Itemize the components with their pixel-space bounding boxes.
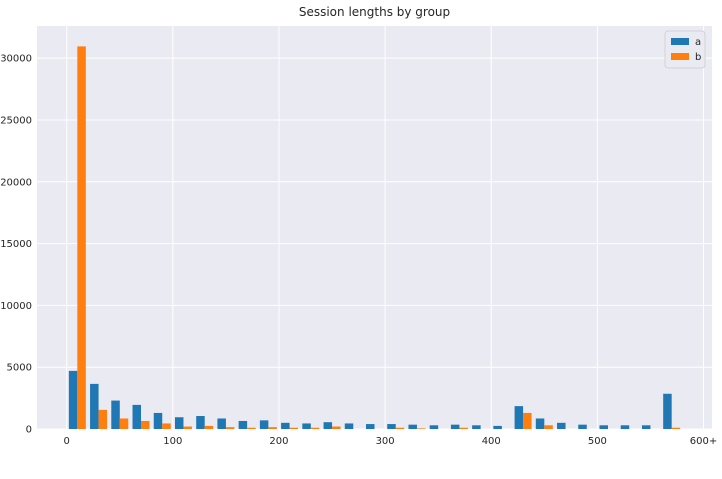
bar-b-180: [268, 427, 277, 429]
y-tick-labels: 0 5000 10000 15000 20000 25000 30000: [0, 54, 32, 436]
bar-a-180: [259, 420, 269, 429]
bar-a-300: [387, 424, 396, 429]
bar-a-240: [323, 422, 333, 429]
bar-b-440: [544, 425, 553, 429]
bar-a-100: [174, 417, 184, 429]
chart-title: Session lengths by group: [299, 5, 450, 19]
bar-a-60: [132, 404, 142, 429]
bar-a-80: [153, 412, 163, 429]
bar-b-160: [247, 427, 256, 429]
grid-lines: [37, 26, 712, 430]
bar-a-340: [429, 425, 439, 429]
x-tick-label: 600+: [690, 436, 717, 447]
y-tick-label: 30000: [0, 54, 32, 65]
bars-group: [68, 46, 681, 430]
bar-a-220: [302, 423, 311, 429]
bar-b-300: [395, 427, 405, 429]
bar-b-40: [119, 418, 129, 429]
bar-b-100: [183, 426, 192, 429]
bar-a-40: [111, 400, 120, 429]
y-tick-label: 5000: [7, 363, 32, 374]
x-tick-label: 400: [482, 436, 501, 447]
bar-b-120: [204, 425, 214, 429]
x-tick-label: 0: [64, 436, 70, 447]
x-tick-label: 500: [588, 436, 607, 447]
bar-b-200: [289, 427, 299, 429]
legend-swatch-a: [671, 38, 689, 45]
bar-a-280: [366, 424, 375, 429]
bar-b-0: [77, 46, 86, 430]
y-tick-label: 15000: [0, 239, 32, 250]
bar-a-500: [599, 425, 608, 429]
bar-a-400: [493, 425, 502, 429]
bar-a-120: [196, 416, 205, 429]
bar-a-560: [663, 393, 672, 429]
x-tick-label: 100: [163, 436, 182, 447]
x-tick-labels: 0 100 200 300 400 500 600+: [64, 436, 718, 447]
y-tick-label: 10000: [0, 301, 32, 312]
y-tick-label: 20000: [0, 177, 32, 188]
bar-b-560: [671, 427, 681, 429]
bar-b-20: [98, 409, 108, 429]
bar-a-160: [238, 420, 248, 429]
bar-b-240: [332, 426, 341, 429]
bar-b-80: [162, 423, 171, 429]
bar-b-60: [141, 420, 150, 429]
bar-a-460: [557, 422, 566, 429]
bar-a-260: [344, 423, 354, 429]
bar-a-140: [217, 418, 226, 429]
y-tick-label: 0: [26, 425, 32, 436]
bar-a-200: [281, 422, 290, 429]
legend: ab: [664, 30, 706, 69]
y-tick-label: 25000: [0, 115, 32, 126]
bar-b-320: [416, 428, 426, 429]
bar-a-420: [514, 406, 524, 429]
bar-b-360: [459, 427, 468, 429]
bar-a-480: [578, 424, 587, 429]
legend-label-a: a: [695, 37, 701, 48]
bar-a-20: [90, 383, 99, 429]
bar-a-320: [408, 424, 417, 429]
bar-b-220: [310, 427, 320, 429]
bar-b-140: [225, 427, 235, 429]
x-tick-label: 300: [376, 436, 395, 447]
x-tick-label: 200: [269, 436, 288, 447]
bar-a-440: [535, 418, 545, 429]
bar-a-540: [641, 425, 651, 429]
bar-a-0: [68, 370, 78, 429]
plot-background: [37, 26, 712, 429]
legend-swatch-b: [671, 53, 689, 60]
bar-a-520: [620, 425, 630, 429]
bar-b-420: [523, 412, 532, 429]
legend-label-b: b: [695, 52, 701, 63]
bar-a-380: [472, 425, 481, 429]
bar-a-360: [450, 424, 460, 429]
